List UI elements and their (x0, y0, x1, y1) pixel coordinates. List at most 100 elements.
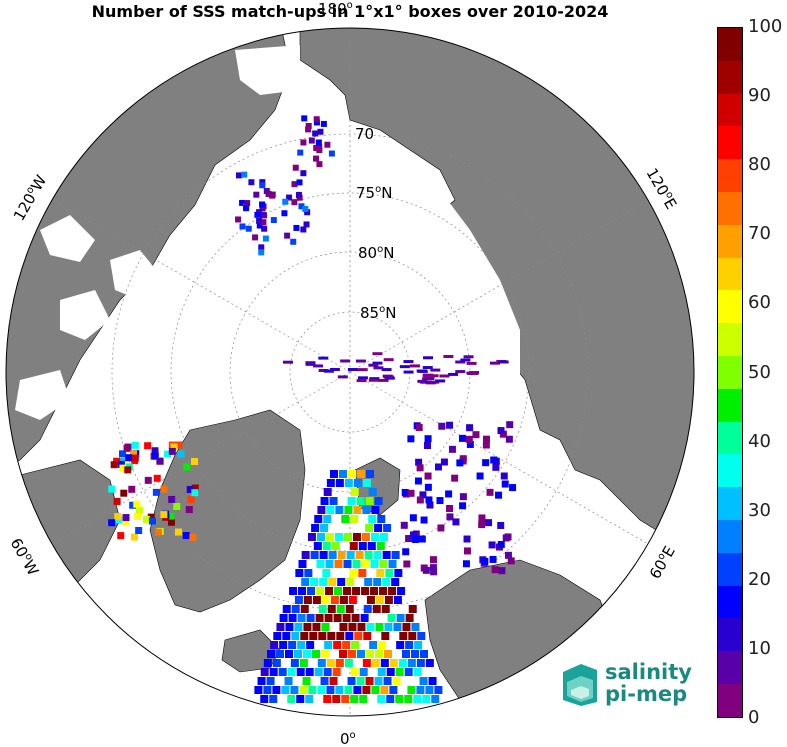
matchup-cell (273, 632, 282, 640)
matchup-cell (295, 191, 302, 198)
matchup-cell (364, 578, 373, 586)
matchup-cell (291, 199, 298, 206)
matchup-cell (294, 596, 303, 604)
matchup-cell (177, 450, 185, 458)
matchup-cell (276, 623, 285, 631)
matchup-cell (357, 368, 368, 372)
matchup-cell (282, 632, 291, 640)
matchup-cell (129, 501, 137, 509)
matchup-cell (372, 361, 383, 365)
lat-label-70: 70 (355, 125, 374, 143)
matchup-cell (350, 668, 359, 676)
matchup-cell (174, 528, 182, 536)
matchup-cell (374, 524, 383, 532)
matchup-cell (346, 551, 355, 559)
colorbar-segment (718, 60, 742, 94)
matchup-cell (346, 578, 355, 586)
matchup-cell (371, 686, 380, 694)
matchup-cell (360, 614, 369, 622)
matchup-cell (243, 205, 250, 212)
matchup-cell (285, 623, 294, 631)
matchup-cell (316, 587, 325, 595)
matchup-cell (307, 587, 316, 595)
matchup-cell (253, 191, 260, 198)
colorbar-tick-label: 100 (748, 16, 783, 37)
matchup-cell (482, 459, 490, 467)
matchup-cell (296, 668, 305, 676)
matchup-cell (297, 614, 306, 622)
matchup-cell (300, 139, 307, 146)
matchup-cell (466, 361, 477, 365)
matchup-cell (343, 587, 352, 595)
matchup-cell (298, 587, 307, 595)
matchup-cell (288, 614, 297, 622)
matchup-cell (301, 115, 308, 122)
matchup-cell (417, 632, 426, 640)
colorbar-segment (718, 552, 742, 586)
matchup-cell (375, 596, 384, 604)
lat-label-75: 75oN (356, 184, 392, 202)
matchup-cell (424, 377, 435, 381)
matchup-cell (124, 466, 132, 474)
matchup-cell (403, 370, 414, 374)
matchup-cell (344, 686, 353, 694)
matchup-cell (348, 470, 356, 478)
matchup-cell (300, 632, 309, 640)
matchup-cell (131, 454, 139, 462)
matchup-cell (429, 564, 437, 572)
matchup-cell (389, 659, 398, 667)
lat-label-80: 80oN (358, 244, 394, 262)
matchup-cell (299, 659, 308, 667)
matchup-cell (378, 378, 389, 382)
matchup-cell (374, 677, 383, 685)
matchup-cell (350, 695, 359, 703)
colorbar-tick-label: 10 (748, 637, 771, 659)
matchup-cell (395, 695, 404, 703)
matchup-cell (316, 161, 323, 168)
matchup-cell (278, 668, 287, 676)
matchup-cell (320, 677, 329, 685)
matchup-cell (383, 375, 394, 379)
colorbar-tick-label: 60 (748, 292, 771, 314)
matchup-cell (391, 551, 400, 559)
matchup-cell (384, 623, 393, 631)
matchup-cell (374, 497, 383, 505)
matchup-cell (416, 464, 424, 472)
matchup-cell (354, 632, 363, 640)
matchup-cell (490, 456, 498, 464)
matchup-cell (366, 470, 374, 478)
matchup-cell (388, 560, 397, 568)
matchup-cell (334, 587, 343, 595)
matchup-cell (335, 479, 344, 487)
matchup-cell (269, 695, 278, 703)
matchup-cell (393, 623, 402, 631)
matchup-cell (322, 542, 331, 550)
matchup-cell (252, 234, 259, 241)
colorbar-segment (718, 224, 742, 258)
matchup-cell (284, 232, 291, 239)
matchup-cell (321, 623, 330, 631)
matchup-cell (351, 641, 360, 649)
matchup-cell (312, 650, 320, 658)
matchup-cell (373, 578, 382, 586)
matchup-cell (321, 650, 329, 658)
matchup-cell (281, 210, 288, 217)
matchup-cell (495, 491, 503, 499)
matchup-cell (395, 668, 404, 676)
matchup-cell (296, 695, 305, 703)
matchup-cell (391, 578, 400, 586)
land-greenland (149, 409, 306, 613)
matchup-cell (337, 578, 346, 586)
matchup-cell (375, 623, 384, 631)
matchup-cell (358, 569, 367, 577)
matchup-cell (370, 587, 379, 595)
matchup-cell (367, 542, 376, 550)
matchup-cell (365, 677, 374, 685)
matchup-cell (313, 116, 320, 123)
matchup-cell (323, 515, 332, 523)
lon-label-180: 180o (318, 0, 353, 18)
colorbar (717, 27, 743, 718)
lon-label-0: 0o (340, 730, 356, 747)
matchup-cell (322, 569, 331, 577)
matchup-cell (305, 668, 314, 676)
